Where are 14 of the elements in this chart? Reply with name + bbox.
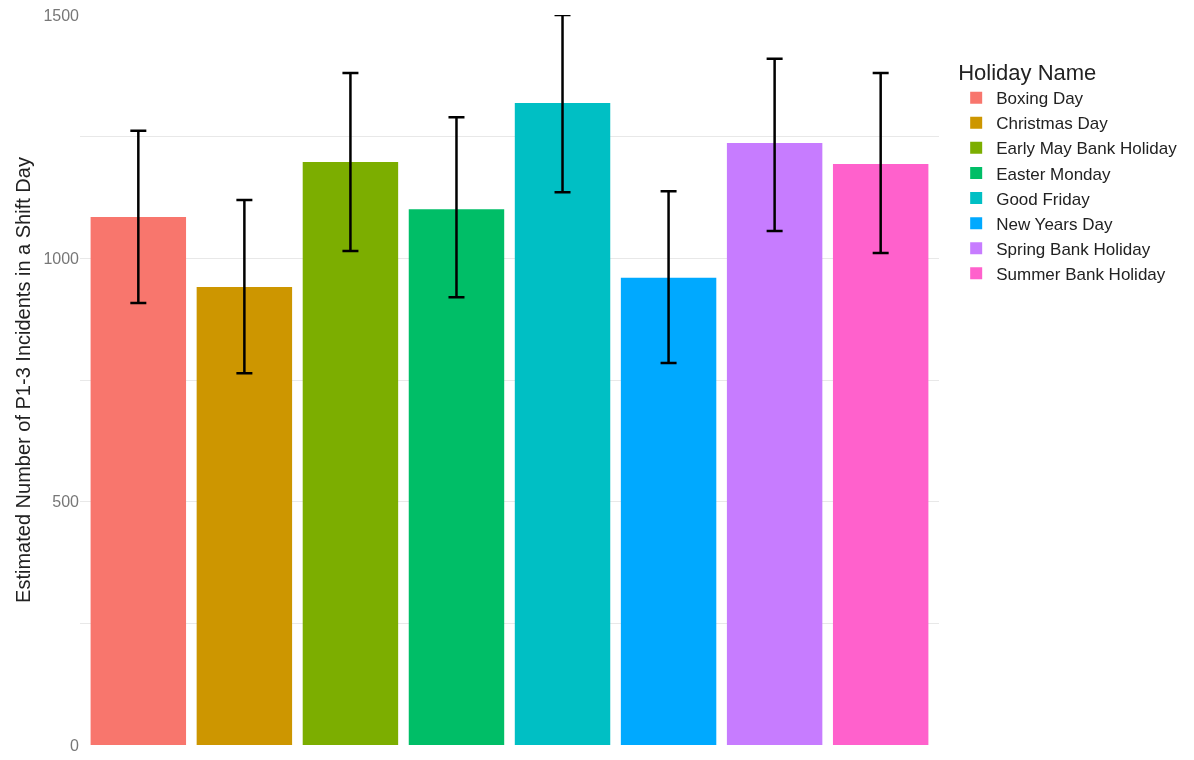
y-tick-label: 500 xyxy=(52,493,80,511)
legend-label: Early May Bank Holiday xyxy=(996,139,1178,159)
legend-label: New Years Day xyxy=(996,214,1113,234)
legend-label: Easter Monday xyxy=(996,164,1112,184)
legend-label: Summer Bank Holiday xyxy=(996,264,1166,284)
y-tick-label: 0 xyxy=(70,736,80,754)
legend-title: Holiday Name xyxy=(958,60,1097,86)
y-tick-label: 1500 xyxy=(43,6,80,24)
legend-label: Boxing Day xyxy=(996,89,1084,109)
legend-label: Good Friday xyxy=(996,189,1091,209)
legend-label: Christmas Day xyxy=(996,114,1109,134)
y-axis-title: Estimated Number of P1-3 Incidents in a Shift Day xyxy=(12,157,34,603)
legend-label: Spring Bank Holiday xyxy=(996,239,1151,259)
y-tick-label: 1000 xyxy=(43,249,80,267)
